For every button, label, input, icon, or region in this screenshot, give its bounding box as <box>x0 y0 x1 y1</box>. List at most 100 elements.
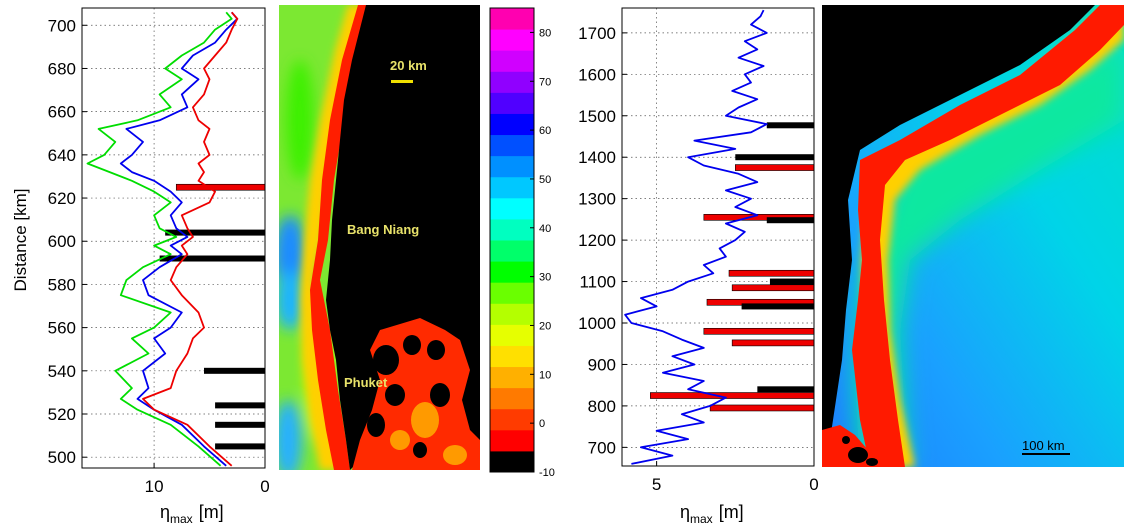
data-bar <box>215 421 265 428</box>
scale-bar-100km <box>1022 453 1070 455</box>
series-line <box>142 11 239 467</box>
y-tick-label: 620 <box>48 189 76 208</box>
y-tick-label: 560 <box>48 319 76 338</box>
colorbar-cell <box>490 429 534 452</box>
coastal-map: 20 km Bang Niang Phuket <box>279 5 480 470</box>
x-tick-label: 0 <box>809 475 818 494</box>
colorbar-cell <box>490 197 534 220</box>
right-profile-lines <box>624 9 768 465</box>
y-tick-label: 580 <box>48 275 76 294</box>
series-line <box>624 9 768 465</box>
right-profile-xlabel: ηmax [m] <box>680 502 744 526</box>
data-bar <box>769 278 814 285</box>
data-bar <box>159 255 265 262</box>
colorbar-cell <box>490 113 534 136</box>
colorbar-tick-label: -10 <box>539 467 555 479</box>
left-profile-panel: 10 0 500 520 540 560 580 600 620 640 660 680 700 Dis… <box>11 7 270 526</box>
colorbar-tick-label: 50 <box>539 174 551 186</box>
colorbar-cell <box>490 155 534 178</box>
left-profile-frame <box>81 7 266 469</box>
y-tick-label: 1600 <box>578 65 616 84</box>
data-bar <box>728 269 815 277</box>
y-tick-label: 1700 <box>578 24 616 43</box>
y-tick-label: 1400 <box>578 148 616 167</box>
label-100km: 100 km <box>1022 438 1065 453</box>
label-20km: 20 km <box>390 58 427 73</box>
colorbar-cell <box>490 240 534 262</box>
colorbar-cell <box>490 450 534 473</box>
y-tick-label: 800 <box>588 397 616 416</box>
data-bar <box>731 284 815 292</box>
data-bar <box>735 154 814 161</box>
data-bar <box>766 122 814 129</box>
colorbar-cell <box>490 92 534 114</box>
right-profile-panel: 5 0 700 800 900 1000 1100 1200 1300 1400 1500 1600 1… <box>578 7 819 526</box>
x-tick-label: 10 <box>145 477 164 496</box>
colorbar-tick-label: 0 <box>539 418 545 430</box>
label-phuket: Phuket <box>344 375 388 390</box>
colorbar-tick-label: 80 <box>539 27 551 39</box>
colorbar-cell <box>490 345 534 368</box>
data-bar <box>703 327 815 335</box>
left-profile-ylabel: Distance [km] <box>11 189 30 292</box>
y-tick-label: 1300 <box>578 190 616 209</box>
y-tick-label: 640 <box>48 146 76 165</box>
y-tick-label: 500 <box>48 448 76 467</box>
data-bar <box>175 183 266 191</box>
y-tick-label: 600 <box>48 232 76 251</box>
x-tick-label: 0 <box>260 477 269 496</box>
left-profile-ticks: 10 0 500 520 540 560 580 600 620 640 660 680 700 <box>48 16 270 496</box>
right-profile-ticks: 5 0 700 800 900 1000 1100 1200 1300 1400 1500 1600 1… <box>578 24 819 494</box>
y-tick-label: 680 <box>48 59 76 78</box>
colorbar-cell <box>490 29 534 51</box>
x-tick-label: 5 <box>652 475 661 494</box>
data-bar <box>735 164 815 171</box>
colorbar-cell <box>490 71 534 93</box>
data-bar <box>215 443 265 450</box>
colorbar-ticks: 80 70 60 50 40 30 20 10 0 -10 <box>530 27 555 479</box>
y-tick-label: 1000 <box>578 314 616 333</box>
scale-bar-20km <box>391 80 413 83</box>
data-bar <box>650 392 815 399</box>
y-tick-label: 700 <box>588 438 616 457</box>
colorbar-cell <box>490 366 534 389</box>
colorbar-cell <box>490 218 534 241</box>
colorbar-cell <box>490 176 534 199</box>
series-line <box>86 11 233 467</box>
colorbar-cell <box>490 282 534 304</box>
colorbar-tick-label: 20 <box>539 320 551 332</box>
colorbar-cell <box>490 408 534 431</box>
colorbar-cell <box>490 303 534 325</box>
y-tick-label: 660 <box>48 103 76 122</box>
colorbar-tick-label: 60 <box>539 125 551 137</box>
data-bar <box>165 229 265 236</box>
data-bar <box>215 402 265 409</box>
y-tick-label: 1100 <box>579 273 616 292</box>
data-bar <box>204 367 265 374</box>
left-profile-lines <box>86 11 239 467</box>
colorbar: 80 70 60 50 40 30 20 10 0 -10 <box>489 7 555 479</box>
data-bar <box>766 217 814 224</box>
colorbar-cell <box>490 261 534 283</box>
colorbar-tick-label: 10 <box>539 369 551 381</box>
series-line <box>119 11 239 467</box>
right-profile-bars <box>650 122 815 412</box>
left-profile-bars <box>159 183 266 450</box>
colorbar-frame <box>489 7 535 473</box>
data-bar <box>731 339 815 347</box>
colorbar-cell <box>490 134 534 157</box>
data-bar <box>757 386 814 393</box>
colorbar-cell <box>490 324 534 346</box>
data-bar <box>741 303 814 310</box>
left-profile-xlabel: ηmax [m] <box>160 502 224 526</box>
colorbar-tick-label: 30 <box>539 272 551 284</box>
y-tick-label: 1200 <box>578 231 616 250</box>
y-tick-label: 700 <box>48 16 76 35</box>
colorbar-cell <box>490 8 534 30</box>
y-tick-label: 1500 <box>578 107 616 126</box>
y-tick-label: 540 <box>48 362 76 381</box>
colorbar-cells <box>490 8 534 473</box>
colorbar-tick-label: 70 <box>539 76 551 88</box>
right-profile-frame <box>621 7 815 467</box>
